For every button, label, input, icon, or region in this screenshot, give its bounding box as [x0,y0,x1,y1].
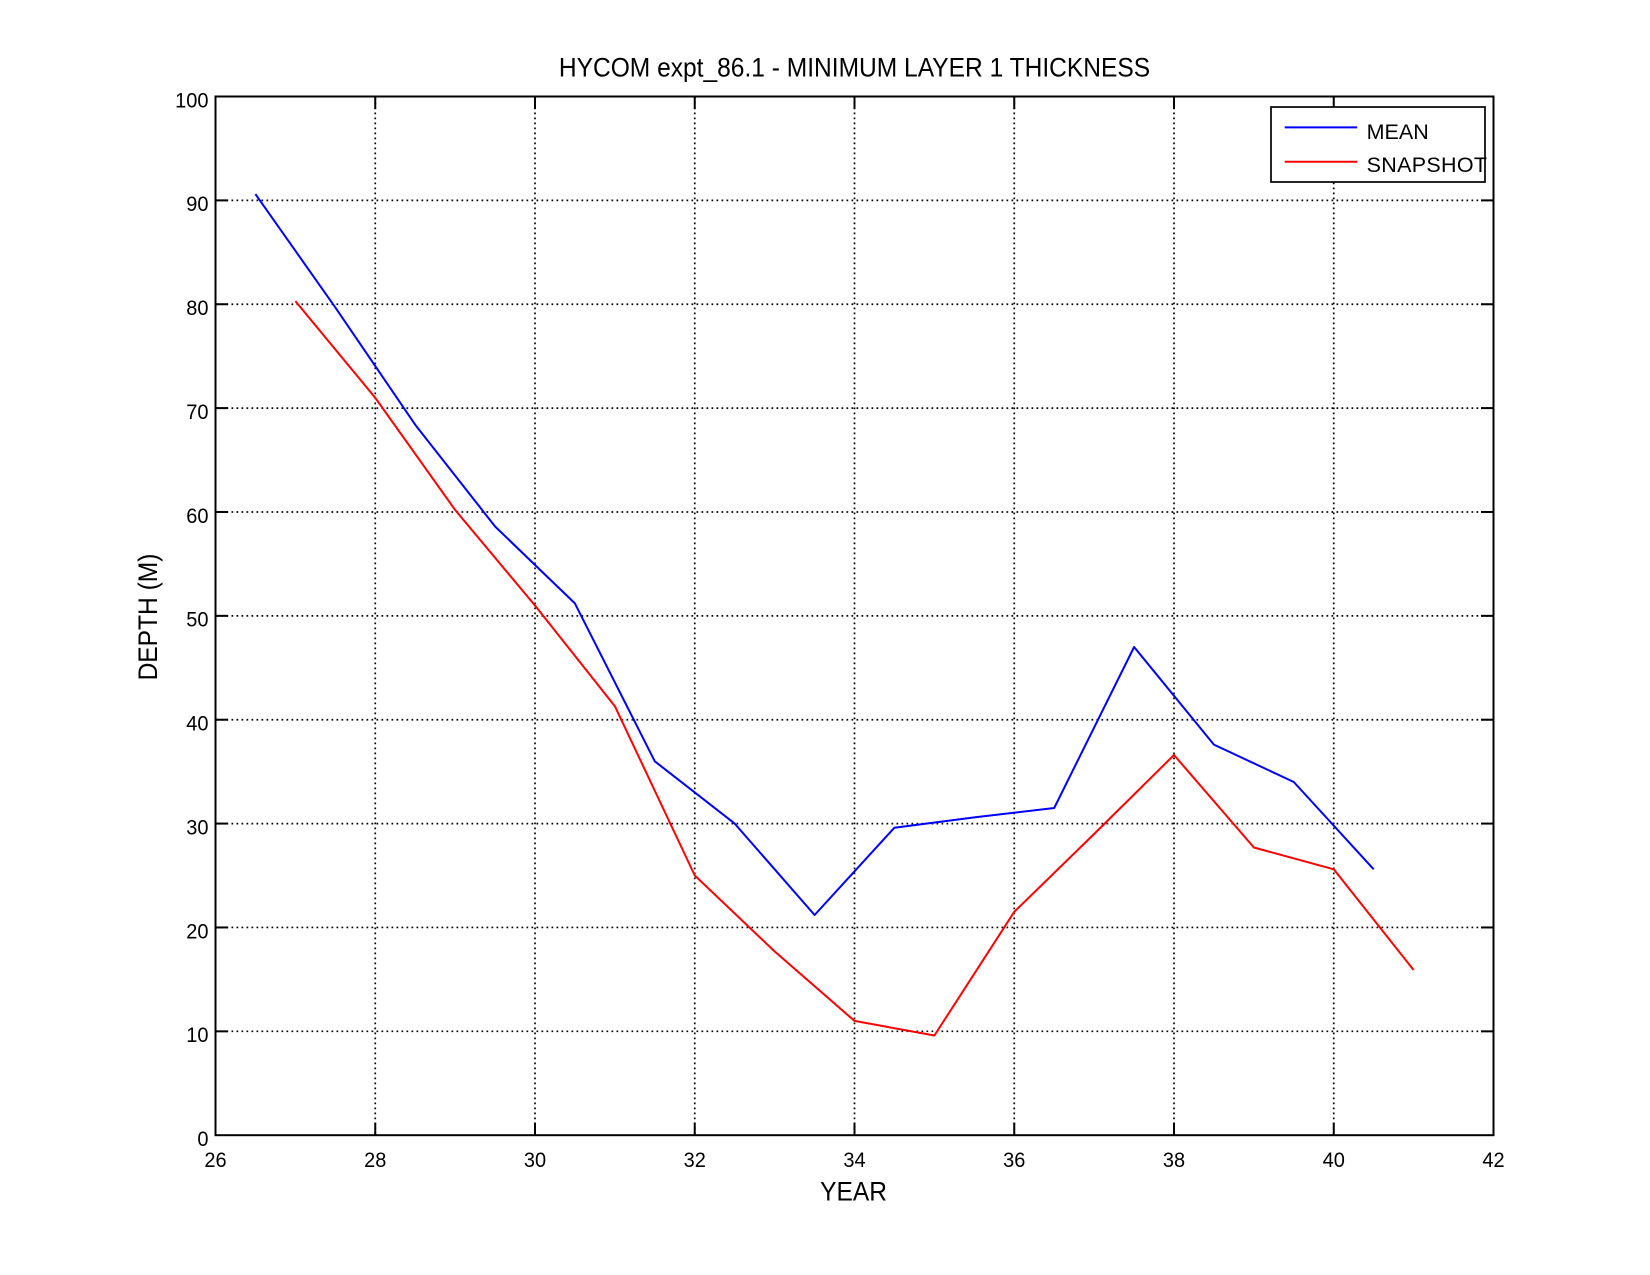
svg-text:30: 30 [186,816,208,840]
svg-text:38: 38 [1163,1148,1185,1172]
svg-text:YEAR: YEAR [820,1178,887,1207]
svg-text:36: 36 [1003,1148,1025,1172]
svg-text:80: 80 [186,296,208,320]
svg-text:100: 100 [175,89,208,113]
svg-text:32: 32 [684,1148,706,1172]
svg-text:26: 26 [204,1148,226,1172]
svg-text:28: 28 [364,1148,386,1172]
svg-text:50: 50 [186,608,208,632]
svg-text:40: 40 [186,712,208,736]
svg-text:DEPTH (M): DEPTH (M) [134,554,163,681]
svg-text:HYCOM expt_86.1 - MINIMUM LAYE: HYCOM expt_86.1 - MINIMUM LAYER 1 THICKN… [559,53,1150,82]
svg-text:20: 20 [186,920,208,944]
svg-text:40: 40 [1323,1148,1345,1172]
svg-text:90: 90 [186,193,208,217]
svg-text:60: 60 [186,504,208,528]
svg-text:10: 10 [186,1023,208,1047]
svg-text:30: 30 [524,1148,546,1172]
svg-text:34: 34 [843,1148,865,1172]
svg-text:42: 42 [1482,1148,1504,1172]
svg-text:MEAN: MEAN [1367,120,1429,144]
svg-text:SNAPSHOT: SNAPSHOT [1367,153,1488,177]
svg-text:0: 0 [197,1127,208,1151]
svg-text:70: 70 [186,400,208,424]
